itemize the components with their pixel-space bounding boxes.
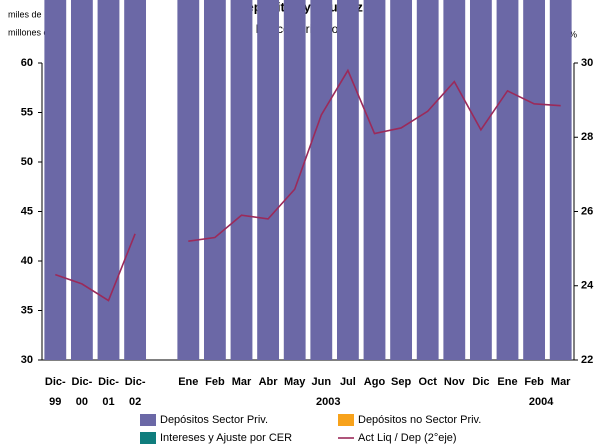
- x-sublabel: 99: [49, 396, 61, 408]
- x-tick-label: Dic: [472, 376, 489, 388]
- bar-segment: [97, 0, 120, 360]
- x-tick-label: May: [284, 376, 306, 388]
- bar-segment: [390, 0, 413, 360]
- y-tick-label: 45: [21, 205, 33, 217]
- x-tick-label: Jun: [312, 376, 332, 388]
- bar-segment: [549, 0, 572, 361]
- x-sublabel: 00: [76, 396, 88, 408]
- x-tick-label: Feb: [524, 376, 544, 388]
- x-tick-label: Sep: [391, 376, 411, 388]
- x-sublabel: 01: [102, 396, 114, 408]
- bar-segment: [416, 0, 439, 360]
- bar-segment: [70, 0, 93, 361]
- bar-segment: [363, 0, 386, 360]
- y-tick-label: 40: [21, 255, 33, 267]
- legend-label: Depósitos no Sector Priv.: [358, 414, 481, 426]
- bar-segment: [177, 0, 200, 360]
- y-tick-label: 35: [21, 304, 33, 316]
- bar-segment: [443, 0, 466, 360]
- legend-label: Act Liq / Dep (2°eje): [358, 432, 457, 444]
- y2-tick-label: 28: [581, 131, 593, 143]
- y-tick-label: 55: [21, 106, 33, 118]
- x-tick-label: Oct: [419, 376, 438, 388]
- y2-tick-label: 26: [581, 205, 593, 217]
- y-axis-label: miles de: [8, 9, 42, 19]
- bar-segment: [496, 0, 519, 361]
- y2-tick-label: 22: [581, 354, 593, 366]
- x-tick-label: Dic-: [125, 376, 146, 388]
- bar-segment: [203, 0, 226, 360]
- x-tick-label: Mar: [232, 376, 252, 388]
- bar-segment: [230, 0, 253, 360]
- legend-swatch: [140, 414, 156, 426]
- x-tick-label: Nov: [444, 376, 466, 388]
- y2-tick-label: 24: [581, 280, 594, 292]
- legend-label: Intereses y Ajuste por CER: [160, 432, 292, 444]
- y-axis-label: millones de $: [8, 27, 61, 37]
- bar-segment: [124, 0, 147, 360]
- x-tick-label: Abr: [259, 376, 279, 388]
- x-tick-label: Ago: [364, 376, 386, 388]
- bar-segment: [44, 0, 67, 361]
- bar-segment: [523, 0, 546, 360]
- y-tick-label: 50: [21, 156, 33, 168]
- y-tick-label: 30: [21, 354, 33, 366]
- x-tick-label: Dic-: [45, 376, 66, 388]
- x-tick-label: Dic-: [98, 376, 119, 388]
- legend-swatch: [338, 414, 354, 426]
- legend-label: Depósitos Sector Priv.: [160, 414, 268, 426]
- x-sublabel: 2003: [316, 396, 340, 408]
- bar-segment: [283, 0, 306, 360]
- x-tick-label: Feb: [205, 376, 225, 388]
- bar-segment: [469, 0, 492, 360]
- y2-tick-label: 30: [581, 57, 593, 69]
- x-tick-label: Ene: [178, 376, 198, 388]
- x-tick-label: Jul: [340, 376, 356, 388]
- y2-axis-label: %: [569, 29, 577, 39]
- bar-segment: [336, 0, 359, 360]
- x-sublabel: 02: [129, 396, 141, 408]
- x-sublabel: 2004: [529, 396, 554, 408]
- bar-segment: [310, 0, 333, 361]
- bar-segment: [257, 0, 280, 360]
- x-tick-label: Ene: [497, 376, 517, 388]
- x-tick-label: Dic-: [72, 376, 93, 388]
- line-series: [55, 68, 561, 302]
- x-tick-label: Mar: [551, 376, 571, 388]
- legend-swatch: [140, 432, 156, 444]
- y-tick-label: 60: [21, 57, 33, 69]
